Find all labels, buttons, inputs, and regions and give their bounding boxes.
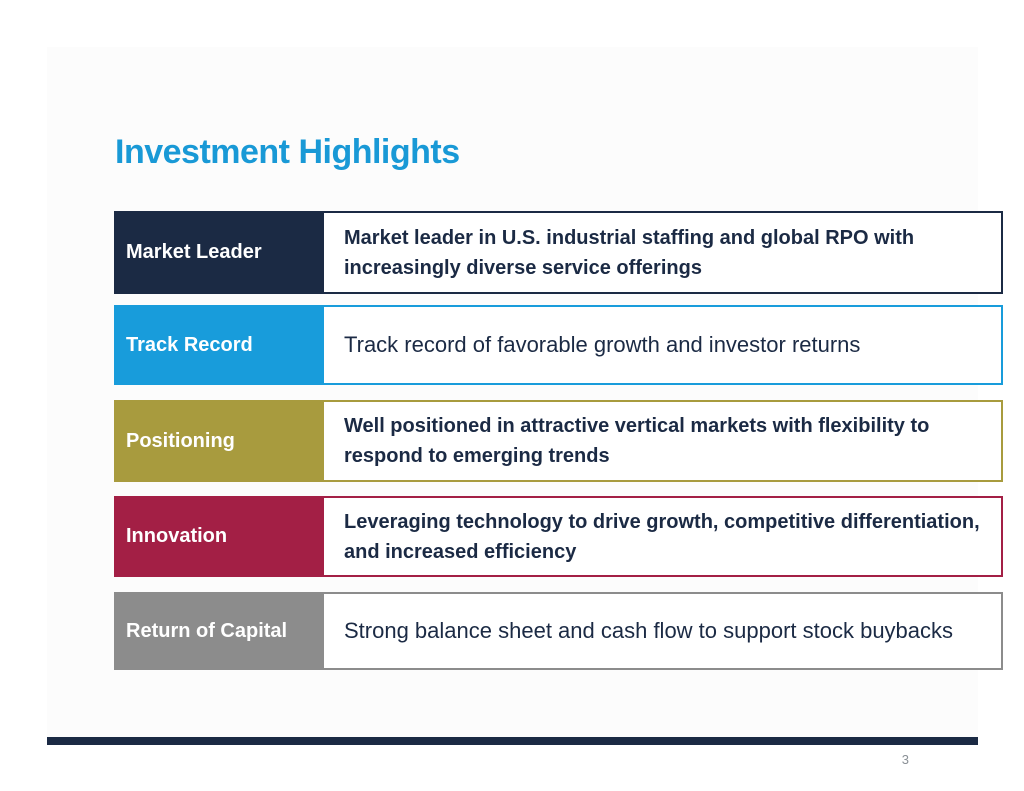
highlight-row-market-leader: Market Leader Market leader in U.S. indu… — [114, 211, 1003, 294]
row-description-text: Well positioned in attractive vertical m… — [344, 415, 930, 467]
row-label-return-of-capital: Return of Capital — [114, 592, 324, 670]
row-description-text: Leveraging technology to drive growth, c… — [344, 510, 980, 563]
row-label-market-leader: Market Leader — [114, 211, 324, 294]
row-label-positioning: Positioning — [114, 400, 324, 482]
row-label-text: Market Leader — [126, 241, 262, 263]
row-label-track-record: Track Record — [114, 305, 324, 385]
footer-accent-bar — [47, 737, 978, 745]
row-description-box: Market leader in U.S. industrial staffin… — [324, 211, 1003, 294]
row-description-box: Well positioned in attractive vertical m… — [324, 400, 1003, 482]
row-description-box: Leveraging technology to drive growth, c… — [324, 496, 1003, 577]
slide-canvas: Investment Highlights Market Leader Mark… — [47, 47, 1003, 767]
row-description-text: Strong balance sheet and cash flow to su… — [344, 618, 954, 643]
row-label-text: Return of Capital — [126, 619, 288, 642]
page-number: 3 — [901, 752, 909, 767]
row-description-text: Market leader in U.S. industrial staffin… — [344, 226, 915, 279]
row-label-innovation: Innovation — [114, 496, 324, 577]
row-description-box: Strong balance sheet and cash flow to su… — [324, 592, 1003, 670]
highlight-row-track-record: Track Record Track record of favorable g… — [114, 305, 1003, 385]
row-label-text: Positioning — [126, 429, 235, 452]
row-description-box: Track record of favorable growth and inv… — [324, 305, 1003, 385]
highlight-row-positioning: Positioning Well positioned in attractiv… — [114, 400, 1003, 482]
page-title: Investment Highlights — [115, 133, 460, 171]
row-label-text: Track Record — [126, 333, 253, 356]
row-label-text: Innovation — [126, 525, 228, 547]
highlight-row-innovation: Innovation Leveraging technology to driv… — [114, 496, 1003, 577]
row-description-text: Track record of favorable growth and inv… — [344, 332, 861, 357]
highlight-row-return-of-capital: Return of Capital Strong balance sheet a… — [114, 592, 1003, 670]
